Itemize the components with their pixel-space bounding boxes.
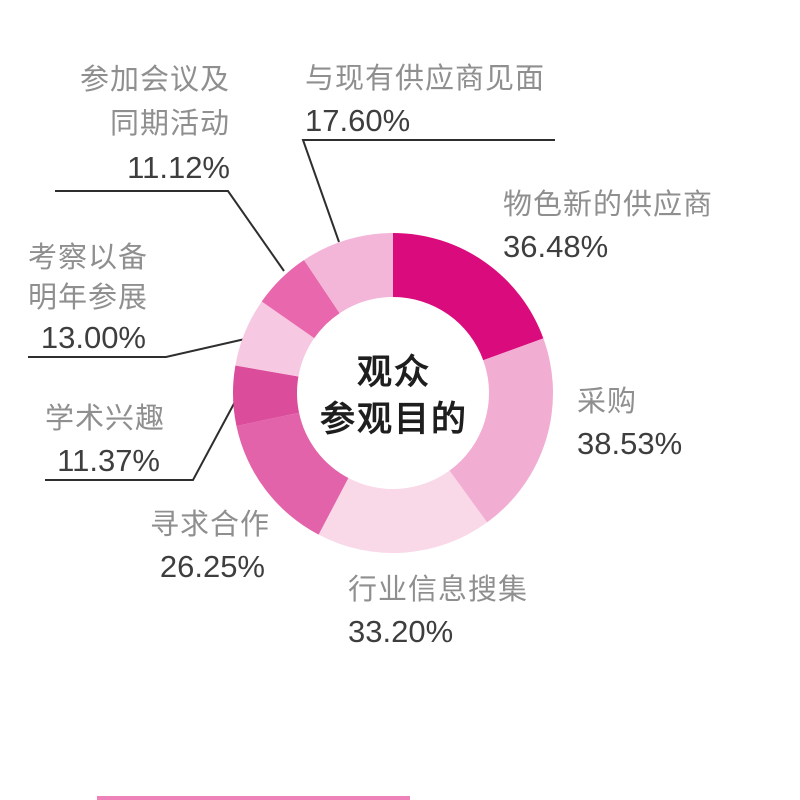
leader-line-existing-supplier	[301, 139, 555, 243]
donut-segment-industry-info	[318, 470, 488, 554]
leader-line-conference	[55, 190, 285, 272]
chart-title-line1: 观众	[356, 353, 431, 392]
label-procurement-pct: 38.53%	[577, 426, 683, 461]
label-new-supplier-pct: 36.48%	[503, 229, 609, 264]
donut-segment-conference	[261, 260, 340, 339]
label-conference-line2: 同期活动	[109, 108, 230, 140]
donut-segment-academic	[233, 365, 300, 427]
label-existing-supplier-pct: 17.60%	[305, 103, 411, 138]
label-academic: 学术兴趣 11.37%	[45, 398, 166, 482]
label-existing-supplier: 与现有供应商见面 17.60%	[305, 58, 545, 142]
leader-line-inspection	[28, 338, 246, 358]
label-inspection-line1: 考察以备	[28, 242, 149, 274]
label-industry-info: 行业信息搜集 33.20%	[348, 569, 528, 653]
label-procurement-text: 采购	[577, 386, 638, 418]
label-conference: 参加会议及 同期活动 11.12%	[40, 58, 230, 190]
label-existing-supplier-text: 与现有供应商见面	[305, 63, 546, 95]
donut-segments-group	[233, 233, 553, 554]
bottom-stripe-decoration	[97, 796, 410, 800]
label-industry-info-text: 行业信息搜集	[348, 574, 529, 606]
label-inspection-line2: 明年参展	[28, 282, 149, 314]
label-cooperation-pct: 26.25%	[159, 549, 265, 584]
label-inspection: 考察以备 明年参展 13.00%	[28, 238, 149, 358]
label-academic-text: 学术兴趣	[45, 403, 166, 435]
label-cooperation-text: 寻求合作	[150, 509, 271, 541]
label-procurement: 采购 38.53%	[577, 381, 682, 465]
label-cooperation: 寻求合作 26.25%	[150, 504, 271, 588]
donut-segment-procurement	[449, 338, 553, 523]
donut-segment-new-supplier	[393, 233, 544, 361]
donut-segment-cooperation	[236, 412, 349, 535]
donut-segment-existing-supplier	[304, 233, 393, 314]
label-new-supplier-text: 物色新的供应商	[503, 189, 714, 221]
label-conference-line1: 参加会议及	[79, 64, 230, 96]
label-new-supplier: 物色新的供应商 36.48%	[503, 184, 713, 268]
chart-title-line2: 参观目的	[319, 400, 468, 439]
label-academic-pct: 11.37%	[57, 443, 160, 478]
label-inspection-pct: 13.00%	[40, 320, 146, 355]
chart-center-title: 观众 参观目的	[294, 349, 494, 443]
leader-line-academic	[45, 397, 238, 481]
label-conference-pct: 11.12%	[127, 150, 230, 185]
donut-segment-inspection	[235, 301, 315, 377]
label-industry-info-pct: 33.20%	[348, 614, 454, 649]
